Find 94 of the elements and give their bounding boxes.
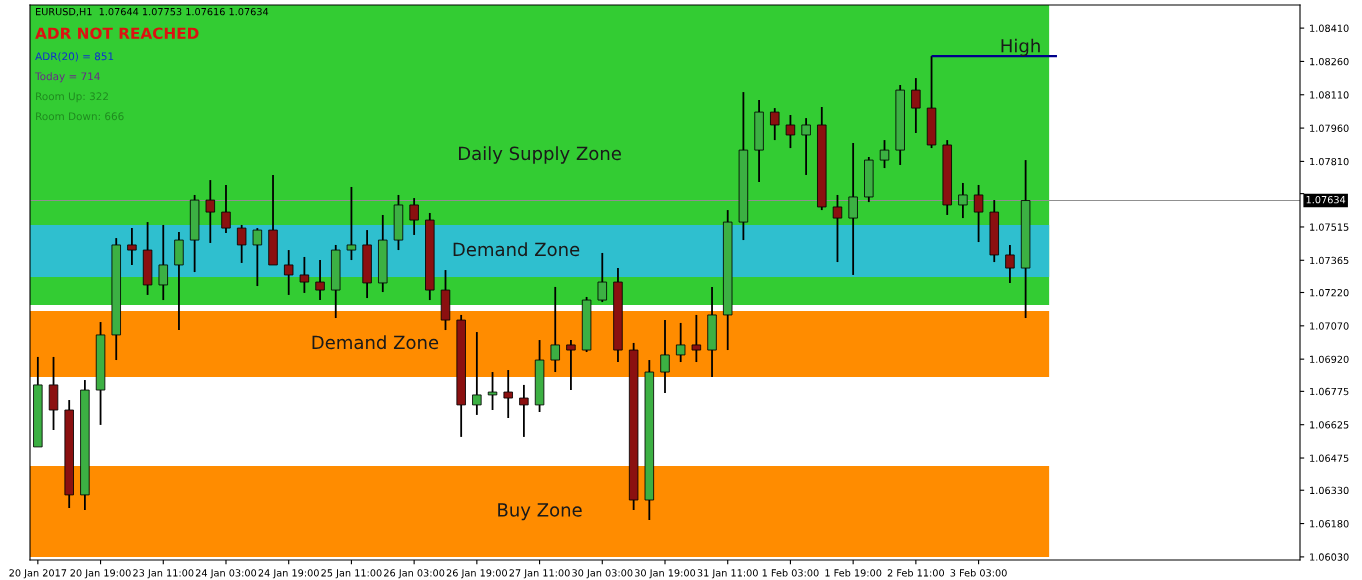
candlestick xyxy=(613,267,623,363)
y-tick-label: 1.07960 xyxy=(1310,124,1349,132)
candlestick xyxy=(456,314,466,438)
candlestick xyxy=(64,399,74,509)
candlestick xyxy=(597,252,608,303)
candlestick xyxy=(707,286,717,378)
candlestick xyxy=(848,142,858,276)
candlestick xyxy=(958,182,968,219)
candlestick xyxy=(425,212,435,301)
y-tick-label: 1.07810 xyxy=(1310,157,1349,166)
annotation: Room Down: 666 xyxy=(36,112,124,121)
x-tick-label: 24 Jan 03:00 xyxy=(195,569,257,579)
candlestick xyxy=(236,224,247,264)
candlestick xyxy=(770,107,780,141)
x-tick-label: 24 Jan 19:00 xyxy=(258,569,319,579)
candlestick xyxy=(472,331,482,416)
y-tick-label: 1.06775 xyxy=(1310,387,1349,396)
candlestick xyxy=(48,356,59,431)
y-tick-label: 1.07515 xyxy=(1310,223,1349,231)
band-label: Demand Zone xyxy=(312,335,439,350)
candlestick xyxy=(331,244,341,319)
annotation: ADR(20) = 851 xyxy=(35,52,114,62)
candlestick xyxy=(252,227,263,287)
y-tick-label: 1.06475 xyxy=(1310,454,1349,462)
y-tick-label: 1.08410 xyxy=(1310,24,1349,32)
x-tick-label: 20 Jan 2017 xyxy=(9,569,67,579)
candlestick xyxy=(989,199,999,263)
candlestick xyxy=(111,237,121,361)
y-tick-label: 1.06030 xyxy=(1310,553,1349,561)
candlestick xyxy=(283,249,294,296)
y-tick-label: 1.06180 xyxy=(1310,520,1349,528)
candlestick xyxy=(550,286,560,373)
candlestick xyxy=(911,77,921,134)
candlestick xyxy=(189,194,200,273)
candlestick xyxy=(519,384,529,438)
y-tick-label: 1.08260 xyxy=(1310,57,1349,66)
candlestick xyxy=(158,224,168,301)
y-tick-label: 1.06330 xyxy=(1310,486,1349,495)
y-tick-label: 1.07365 xyxy=(1310,256,1349,265)
candlestick xyxy=(738,91,749,241)
y-tick-label: 1.06625 xyxy=(1310,421,1349,429)
band-label: Buy Zone xyxy=(498,503,582,521)
candlestick xyxy=(895,84,905,166)
candlestick xyxy=(691,314,702,363)
chart-title: EURUSD,H1 1.07644 1.07753 1.07616 1.07634 xyxy=(36,7,269,17)
x-tick-label: 1 Feb 03:00 xyxy=(762,569,819,577)
candlestick xyxy=(315,259,325,301)
candlestick xyxy=(409,197,419,236)
annotation: Today = 714 xyxy=(35,72,100,83)
candlestick xyxy=(644,359,655,521)
x-tick-label: 26 Jan 19:00 xyxy=(446,569,507,579)
x-tick-label: 26 Jan 03:00 xyxy=(384,569,445,579)
annotation: ADR NOT REACHED xyxy=(35,27,199,40)
x-tick-label: 30 Jan 03:00 xyxy=(572,569,633,579)
y-tick-label: 1.07220 xyxy=(1310,288,1349,297)
candlestick xyxy=(503,369,513,419)
x-tick-label: 2 Feb 11:00 xyxy=(887,569,945,577)
candlestick xyxy=(378,214,388,293)
candlestick xyxy=(205,179,216,244)
candlestick xyxy=(566,339,576,391)
band-label: Demand Zone xyxy=(453,242,580,257)
annotation: Room Up: 322 xyxy=(36,92,108,103)
candlestick xyxy=(660,319,670,394)
candlestick xyxy=(80,379,90,511)
candlestick xyxy=(299,256,310,294)
candlestick xyxy=(675,322,686,363)
candlestick xyxy=(362,229,372,299)
candlestick xyxy=(942,139,952,216)
candlestick xyxy=(864,156,874,203)
candlestick xyxy=(817,106,827,211)
y-tick-label: 1.07070 xyxy=(1310,322,1349,330)
x-tick-label: 3 Feb 03:00 xyxy=(950,569,1007,577)
y-tick-label: 1.08110 xyxy=(1310,91,1349,99)
candlestick xyxy=(801,117,811,176)
x-tick-label: 20 Jan 19:00 xyxy=(70,569,131,579)
candlestick xyxy=(174,231,184,331)
x-tick-label: 27 Jan 11:00 xyxy=(509,569,570,579)
x-tick-label: 25 Jan 11:00 xyxy=(321,569,382,579)
candlestick xyxy=(1005,244,1015,284)
y-tick-label: 1.06920 xyxy=(1310,355,1349,363)
x-tick-label: 30 Jan 19:00 xyxy=(634,569,696,579)
x-tick-label: 31 Jan 11:00 xyxy=(697,569,758,579)
candlestick xyxy=(754,99,764,183)
candlestick xyxy=(628,342,639,511)
x-tick-label: 1 Feb 19:00 xyxy=(825,569,882,577)
candlestick xyxy=(722,209,733,351)
candlestick xyxy=(221,184,231,234)
candlestick xyxy=(1020,159,1031,319)
candlestick xyxy=(581,296,592,353)
band-label: Daily Supply Zone xyxy=(459,146,621,164)
candlestick xyxy=(127,227,137,266)
x-tick-label: 23 Jan 11:00 xyxy=(133,569,194,579)
ref-line-label: High xyxy=(1001,38,1040,57)
ref-line-label: 1.07634 xyxy=(1306,195,1346,204)
